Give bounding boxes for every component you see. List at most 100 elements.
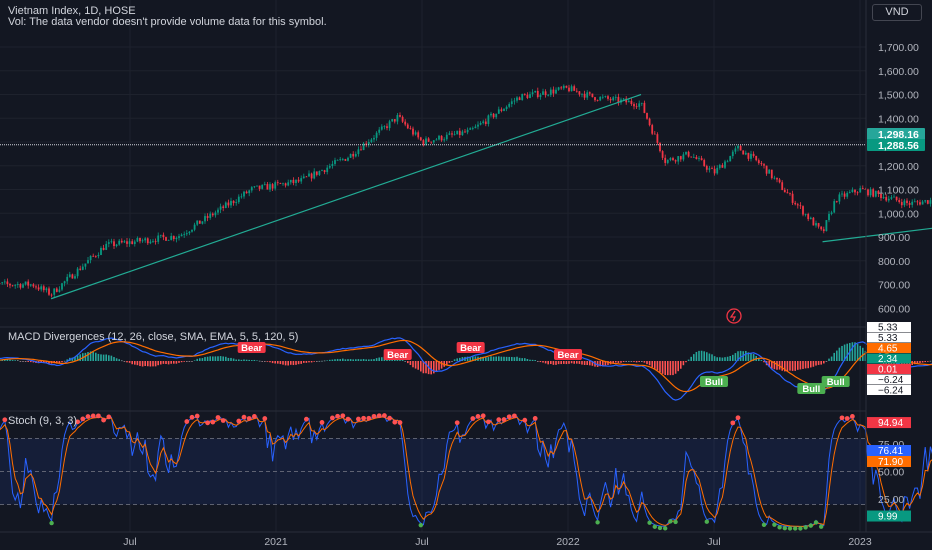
macd-histogram-bar [916,361,919,364]
bear-label[interactable] [554,349,582,360]
candle-body [211,213,214,216]
bear-label-text: Bear [557,350,578,361]
candle-body [781,182,784,190]
macd-histogram-bar [713,356,716,361]
candle-body [74,276,76,279]
macd-histogram-bar [555,361,557,365]
candle-body [919,202,921,205]
candle-body [622,98,625,100]
macd-histogram-bar [854,342,856,361]
overbought-dot [454,420,460,426]
candle-body [529,94,531,99]
bear-label[interactable] [456,342,485,353]
candle-body [380,126,383,130]
bull-label[interactable] [797,383,826,394]
candle-body [315,171,318,175]
overbought-dot [335,413,340,419]
currency-button[interactable]: VND [872,4,922,21]
candle-body [739,145,742,151]
macd-histogram-bar [547,361,549,365]
macd-histogram-bar [859,345,861,361]
overbought-dot [512,413,517,419]
candle-body [856,192,859,194]
macd-histogram-bar [776,361,778,370]
candle-body [154,241,157,242]
macd-histogram-bar [401,359,404,361]
candle-body [401,116,404,122]
macd-title[interactable]: MACD Divergences (12, 26, close, SMA, EM… [8,331,298,343]
candle-body [357,149,360,155]
macd-histogram-bar [526,358,529,361]
candle-body [271,184,274,189]
lightning-icon[interactable] [726,308,742,324]
macd-histogram-bar [607,361,609,365]
stoch-title[interactable]: Stoch (9, 3, 3) [8,415,77,427]
candle-body [846,192,849,197]
macd-histogram-bar [654,361,656,369]
macd-histogram-bar [357,359,360,361]
macd-histogram-bar [121,360,123,362]
candle-body [40,286,43,290]
symbol-title[interactable]: Vietnam Index, 1D, HOSE [8,5,136,17]
candle-body [295,179,297,184]
candle-body [58,289,61,292]
macd-histogram-bar [781,361,783,371]
bull-label[interactable] [700,376,728,387]
candle-body [773,177,776,179]
candle-body [464,131,466,133]
candle-body [16,284,19,286]
macd-histogram-bar [266,361,269,362]
macd-histogram-bar [622,361,625,363]
candle-body [687,151,690,157]
candle-body [453,134,456,136]
candle-body [110,241,113,243]
candle-body [708,168,711,170]
macd-histogram-bar [149,361,152,367]
candle-body [409,128,412,130]
macd-histogram-bar [87,352,89,361]
candle-body [609,98,612,101]
candle-body [427,138,430,142]
macd-value-tag-bg [867,374,911,385]
candle-body [848,192,851,193]
candle-body [552,89,555,94]
candle-body [393,119,396,122]
bear-label[interactable] [383,349,412,360]
macd-histogram-bar [313,361,315,362]
macd-histogram-bar [789,361,791,371]
stoch-pane[interactable] [0,413,932,531]
price-axis[interactable]: 1,700.001,600.001,500.001,400.001,300.00… [878,42,919,315]
oversold-dot [49,520,54,526]
macd-histogram-bar [240,359,243,361]
bull-label[interactable] [821,376,850,387]
price-tick-label: 700.00 [878,280,910,292]
candle-body [549,89,552,95]
candle-body [890,197,893,199]
macd-histogram-bar [27,361,29,362]
candle-body [906,200,908,204]
macd-histogram-bar [739,350,742,361]
candle-body [339,159,342,160]
price-tick-label: 1,700.00 [878,42,919,54]
macd-histogram-bar [846,343,848,361]
macd-histogram-bar [321,360,323,362]
macd-histogram-bar [248,359,250,361]
bear-label[interactable] [237,342,266,353]
macd-pane[interactable]: BearBearBearBearBullBullBullBullBearBear… [0,337,932,401]
macd-histogram-bar [524,358,526,361]
macd-histogram-bar [648,361,651,366]
candle-body [253,186,256,188]
price-pane[interactable] [0,84,932,324]
macd-histogram-bar [219,356,222,361]
macd-histogram-bar [550,361,552,365]
candle-body [417,132,420,138]
candle-body [240,196,243,198]
candle-body [94,255,97,257]
time-axis[interactable]: Jul2021Jul2022Jul2023Jul2024Jul2025Jul20… [123,536,932,548]
stoch-level-lines [0,438,866,505]
macd-histogram-bar [768,361,770,368]
candle-body [607,96,609,99]
macd-histogram-bar [193,360,196,361]
candle-body [11,285,14,287]
